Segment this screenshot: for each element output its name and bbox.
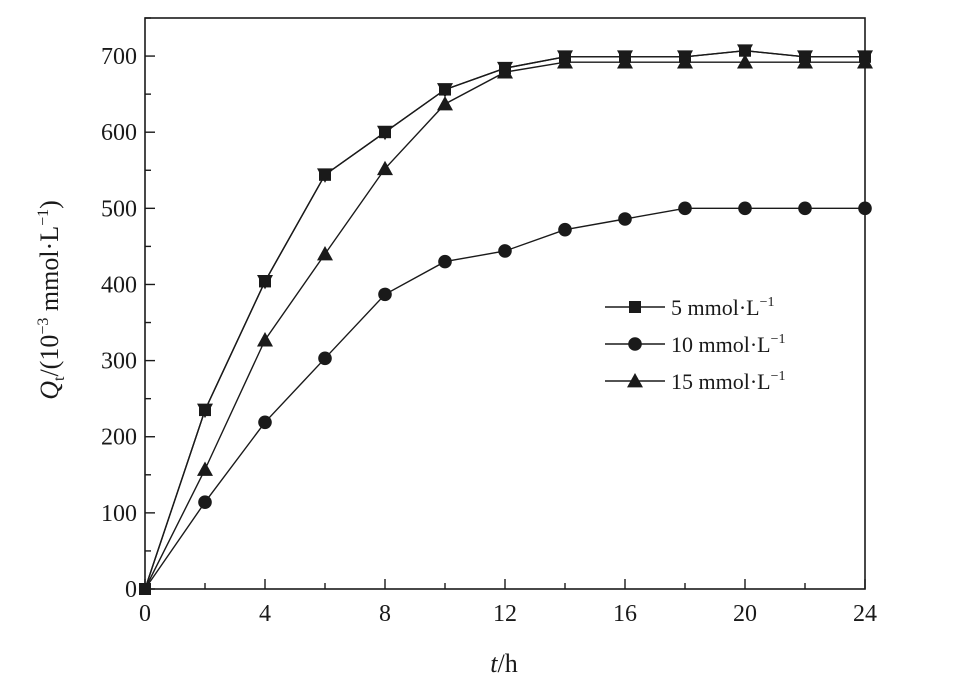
series-line-2 bbox=[144, 207, 865, 590]
y-tick-label: 600 bbox=[101, 120, 137, 146]
data-point-series-2 bbox=[678, 201, 692, 216]
data-point-series-2 bbox=[798, 201, 812, 216]
data-point-series-4 bbox=[797, 50, 813, 65]
data-point-series-2 bbox=[558, 222, 572, 237]
legend-marker bbox=[628, 337, 642, 351]
data-point-series-4 bbox=[257, 275, 273, 290]
data-point-series-2 bbox=[258, 415, 272, 430]
data-point-series-2 bbox=[498, 244, 512, 258]
series-line-3 bbox=[144, 61, 865, 590]
y-tick-label: 400 bbox=[101, 272, 137, 298]
y-tick-label: 300 bbox=[101, 349, 137, 375]
data-point-series-4 bbox=[557, 50, 573, 65]
y-tick-label: 0 bbox=[125, 577, 137, 603]
data-point-series-3 bbox=[317, 246, 333, 261]
y-tick-label: 100 bbox=[101, 501, 137, 527]
x-tick-label: 16 bbox=[613, 601, 637, 627]
data-point-series-2 bbox=[318, 351, 332, 366]
data-point-series-4 bbox=[377, 125, 393, 141]
x-tick-label: 8 bbox=[379, 601, 391, 627]
x-axis-title: t/h bbox=[490, 649, 517, 678]
legend-label: 10 mmol·L−1 bbox=[671, 332, 786, 357]
data-point-series-4 bbox=[677, 50, 693, 65]
data-point-series-3 bbox=[437, 96, 453, 111]
legend-label: 15 mmol·L−1 bbox=[671, 369, 786, 394]
x-tick-label: 0 bbox=[139, 601, 151, 627]
data-point-series-2 bbox=[438, 254, 452, 269]
data-point-series-4 bbox=[437, 83, 453, 98]
y-tick-label: 700 bbox=[101, 44, 137, 70]
data-point-series-2 bbox=[858, 201, 872, 216]
x-tick-label: 12 bbox=[493, 601, 517, 627]
legend-marker bbox=[627, 373, 643, 388]
data-point-series-3 bbox=[197, 461, 213, 476]
data-point-series-2 bbox=[378, 287, 392, 302]
y-tick-label: 500 bbox=[101, 196, 137, 222]
data-point-series-4 bbox=[497, 61, 513, 77]
data-point-series-1 bbox=[139, 583, 151, 595]
data-point-series-4 bbox=[617, 50, 633, 65]
data-point-series-4 bbox=[737, 44, 753, 59]
data-point-series-2 bbox=[618, 212, 632, 226]
data-point-series-4 bbox=[317, 168, 333, 183]
y-tick-label: 200 bbox=[101, 425, 137, 451]
data-point-series-3 bbox=[257, 332, 273, 347]
data-point-series-3 bbox=[377, 160, 393, 176]
data-point-series-2 bbox=[738, 201, 752, 216]
x-tick-label: 20 bbox=[733, 601, 757, 627]
y-axis-title: Qt/(10−3 mmol·L−1) bbox=[35, 200, 68, 400]
x-tick-label: 4 bbox=[259, 601, 271, 627]
data-point-series-2 bbox=[198, 495, 212, 510]
legend-marker bbox=[629, 301, 641, 313]
data-point-series-3 bbox=[737, 54, 753, 69]
data-point-series-4 bbox=[857, 50, 873, 65]
x-tick-label: 24 bbox=[853, 601, 877, 627]
legend-label: 5 mmol·L−1 bbox=[671, 295, 775, 320]
data-point-series-4 bbox=[197, 403, 213, 419]
